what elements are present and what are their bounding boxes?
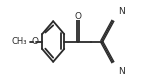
Text: N: N [118,67,125,76]
Text: O: O [31,37,38,46]
Text: N: N [118,7,125,16]
Text: O: O [75,12,82,21]
Text: CH₃: CH₃ [12,37,27,46]
